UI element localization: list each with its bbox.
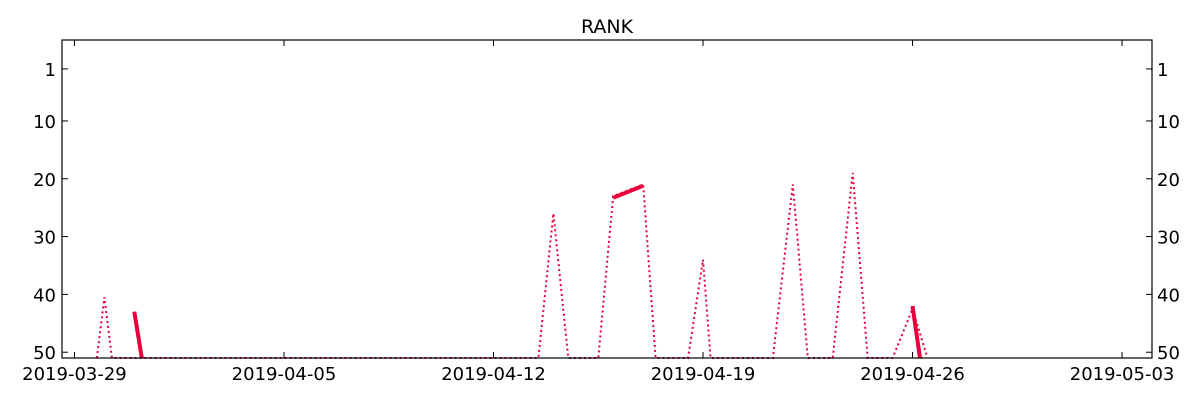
series-line-solid-1 (612, 183, 644, 200)
series-line-solid-2 (910, 305, 922, 359)
y-tick-label-left-2: 20 (33, 170, 56, 191)
plot-frame (61, 39, 1153, 359)
x-tick-label-0: 2019-03-29 (22, 364, 127, 385)
series-line-solid-0 (132, 311, 144, 359)
y-tick-label-right-4: 40 (1157, 285, 1180, 306)
y-tick-label-left-0: 1 (45, 60, 56, 81)
y-tick-label-right-2: 20 (1157, 170, 1180, 191)
x-tick-label-1: 2019-04-05 (232, 364, 337, 385)
y-tick-label-left-1: 10 (33, 112, 56, 133)
x-tick-label-5: 2019-05-03 (1070, 364, 1175, 385)
y-tick-label-right-1: 10 (1157, 112, 1180, 133)
chart-title: RANK (581, 16, 634, 38)
x-tick-label-2: 2019-04-12 (441, 364, 546, 385)
series-line-dotted (95, 172, 929, 359)
x-tick-label-4: 2019-04-26 (860, 364, 965, 385)
y-tick-label-left-4: 40 (33, 285, 56, 306)
y-tick-label-left-5: 50 (33, 343, 56, 364)
plot-lines (95, 172, 929, 359)
y-tick-label-right-5: 50 (1157, 343, 1180, 364)
y-tick-label-right-0: 1 (1157, 60, 1168, 81)
y-tick-label-left-3: 30 (33, 228, 56, 249)
axes: 2019-03-29 2019-04-05 2019-04-12 2019-04-19… (22, 40, 1180, 385)
x-tick-label-3: 2019-04-19 (651, 364, 756, 385)
y-tick-label-right-3: 30 (1157, 228, 1180, 249)
